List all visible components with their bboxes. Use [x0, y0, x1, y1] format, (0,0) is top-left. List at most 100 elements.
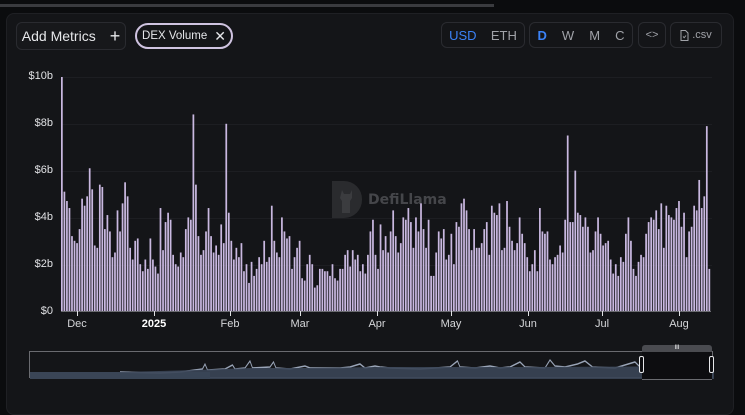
volume-bar[interactable]: [425, 247, 427, 311]
volume-bar[interactable]: [336, 280, 339, 311]
volume-bar[interactable]: [106, 215, 109, 311]
volume-bar[interactable]: [650, 217, 653, 311]
volume-bar[interactable]: [698, 179, 701, 311]
volume-bar[interactable]: [260, 264, 263, 311]
volume-bar[interactable]: [177, 266, 180, 311]
volume-bar[interactable]: [392, 210, 395, 311]
brush-selected-range[interactable]: [642, 351, 712, 380]
volume-bar[interactable]: [571, 222, 574, 311]
volume-bar[interactable]: [483, 229, 486, 311]
volume-bar[interactable]: [286, 238, 288, 311]
volume-bar[interactable]: [526, 257, 529, 311]
volume-bar[interactable]: [258, 257, 261, 311]
volume-bar[interactable]: [640, 254, 642, 311]
volume-bar[interactable]: [407, 208, 410, 311]
volume-bar[interactable]: [318, 268, 321, 311]
volume-bar[interactable]: [104, 229, 106, 311]
embed-button[interactable]: <>: [638, 22, 666, 48]
volume-bar[interactable]: [205, 231, 207, 311]
volume-bar[interactable]: [377, 268, 379, 311]
volume-bar[interactable]: [93, 245, 96, 311]
volume-bar[interactable]: [255, 268, 258, 311]
volume-bar[interactable]: [200, 254, 202, 311]
volume-bar[interactable]: [475, 247, 478, 311]
volume-bar[interactable]: [587, 226, 589, 311]
volume-bar[interactable]: [415, 217, 417, 311]
volume-bar[interactable]: [412, 247, 415, 311]
volume-bar[interactable]: [556, 254, 559, 311]
volume-bar[interactable]: [141, 271, 144, 311]
volume-bar[interactable]: [189, 219, 192, 311]
volume-bar[interactable]: [245, 264, 248, 311]
volume-bar[interactable]: [665, 205, 668, 311]
volume-bar[interactable]: [109, 231, 111, 311]
volume-bar[interactable]: [146, 268, 149, 311]
volume-bar[interactable]: [121, 203, 124, 311]
volume-bar[interactable]: [561, 252, 564, 312]
volume-bar[interactable]: [569, 222, 572, 311]
volume-bar[interactable]: [387, 252, 389, 312]
volume-bar[interactable]: [119, 231, 121, 311]
volume-bar[interactable]: [673, 219, 675, 311]
volume-bar[interactable]: [619, 257, 622, 311]
volume-bar[interactable]: [187, 217, 190, 311]
volume-bar[interactable]: [627, 217, 630, 311]
volume-bar[interactable]: [402, 217, 405, 311]
volume-bar[interactable]: [116, 210, 119, 311]
volume-bar[interactable]: [220, 224, 223, 311]
volume-bar[interactable]: [440, 238, 443, 311]
volume-bar[interactable]: [490, 205, 493, 311]
volume-bar[interactable]: [372, 219, 374, 311]
volume-bar[interactable]: [331, 264, 334, 311]
volume-bar[interactable]: [61, 77, 63, 311]
volume-bar[interactable]: [501, 250, 503, 311]
volume-bar[interactable]: [195, 184, 197, 311]
volume-bar[interactable]: [293, 257, 296, 311]
volume-bar[interactable]: [162, 250, 164, 311]
volume-bar[interactable]: [136, 238, 139, 311]
currency-eth-button[interactable]: ETH: [490, 27, 517, 43]
volume-bar[interactable]: [250, 261, 253, 311]
volume-bar[interactable]: [531, 264, 534, 311]
volume-bar[interactable]: [513, 250, 516, 311]
volume-bar[interactable]: [270, 205, 273, 311]
volume-bar[interactable]: [399, 243, 402, 311]
volume-bar[interactable]: [71, 236, 73, 311]
volume-bar[interactable]: [566, 135, 569, 312]
volume-bar[interactable]: [488, 254, 491, 311]
volume-bar[interactable]: [81, 198, 83, 311]
volume-bar[interactable]: [253, 275, 255, 311]
volume-bar[interactable]: [124, 182, 126, 311]
volume-bar[interactable]: [288, 236, 291, 311]
volume-bar[interactable]: [316, 285, 319, 311]
volume-bar[interactable]: [283, 231, 286, 311]
volume-bar[interactable]: [273, 240, 276, 311]
volume-bar[interactable]: [493, 212, 496, 311]
volume-bar[interactable]: [152, 259, 154, 311]
volume-bar[interactable]: [83, 205, 86, 311]
volume-bar[interactable]: [506, 201, 508, 311]
range-brush[interactable]: [29, 351, 721, 379]
add-metrics-button[interactable]: Add Metrics +: [16, 22, 126, 50]
volume-bar[interactable]: [361, 264, 364, 311]
volume-bar[interactable]: [612, 273, 615, 311]
volume-bar[interactable]: [389, 231, 392, 311]
volume-bar[interactable]: [599, 233, 602, 311]
volume-bar[interactable]: [243, 271, 245, 311]
volume-bar[interactable]: [98, 184, 101, 311]
volume-bar[interactable]: [458, 226, 460, 311]
volume-bar[interactable]: [473, 229, 475, 311]
volume-bar[interactable]: [498, 203, 501, 311]
volume-bar[interactable]: [248, 282, 250, 311]
volume-bar[interactable]: [647, 222, 650, 311]
volume-bar[interactable]: [291, 268, 293, 311]
volume-bar[interactable]: [351, 250, 354, 311]
volume-bar[interactable]: [546, 231, 549, 311]
volume-bar[interactable]: [662, 247, 665, 311]
volume-bar[interactable]: [182, 257, 185, 311]
volume-bar[interactable]: [579, 215, 582, 311]
volume-bar[interactable]: [597, 217, 599, 311]
close-icon[interactable]: ✕: [214, 27, 226, 44]
volume-bar[interactable]: [212, 252, 215, 312]
period-weekly-button[interactable]: W: [561, 27, 575, 43]
